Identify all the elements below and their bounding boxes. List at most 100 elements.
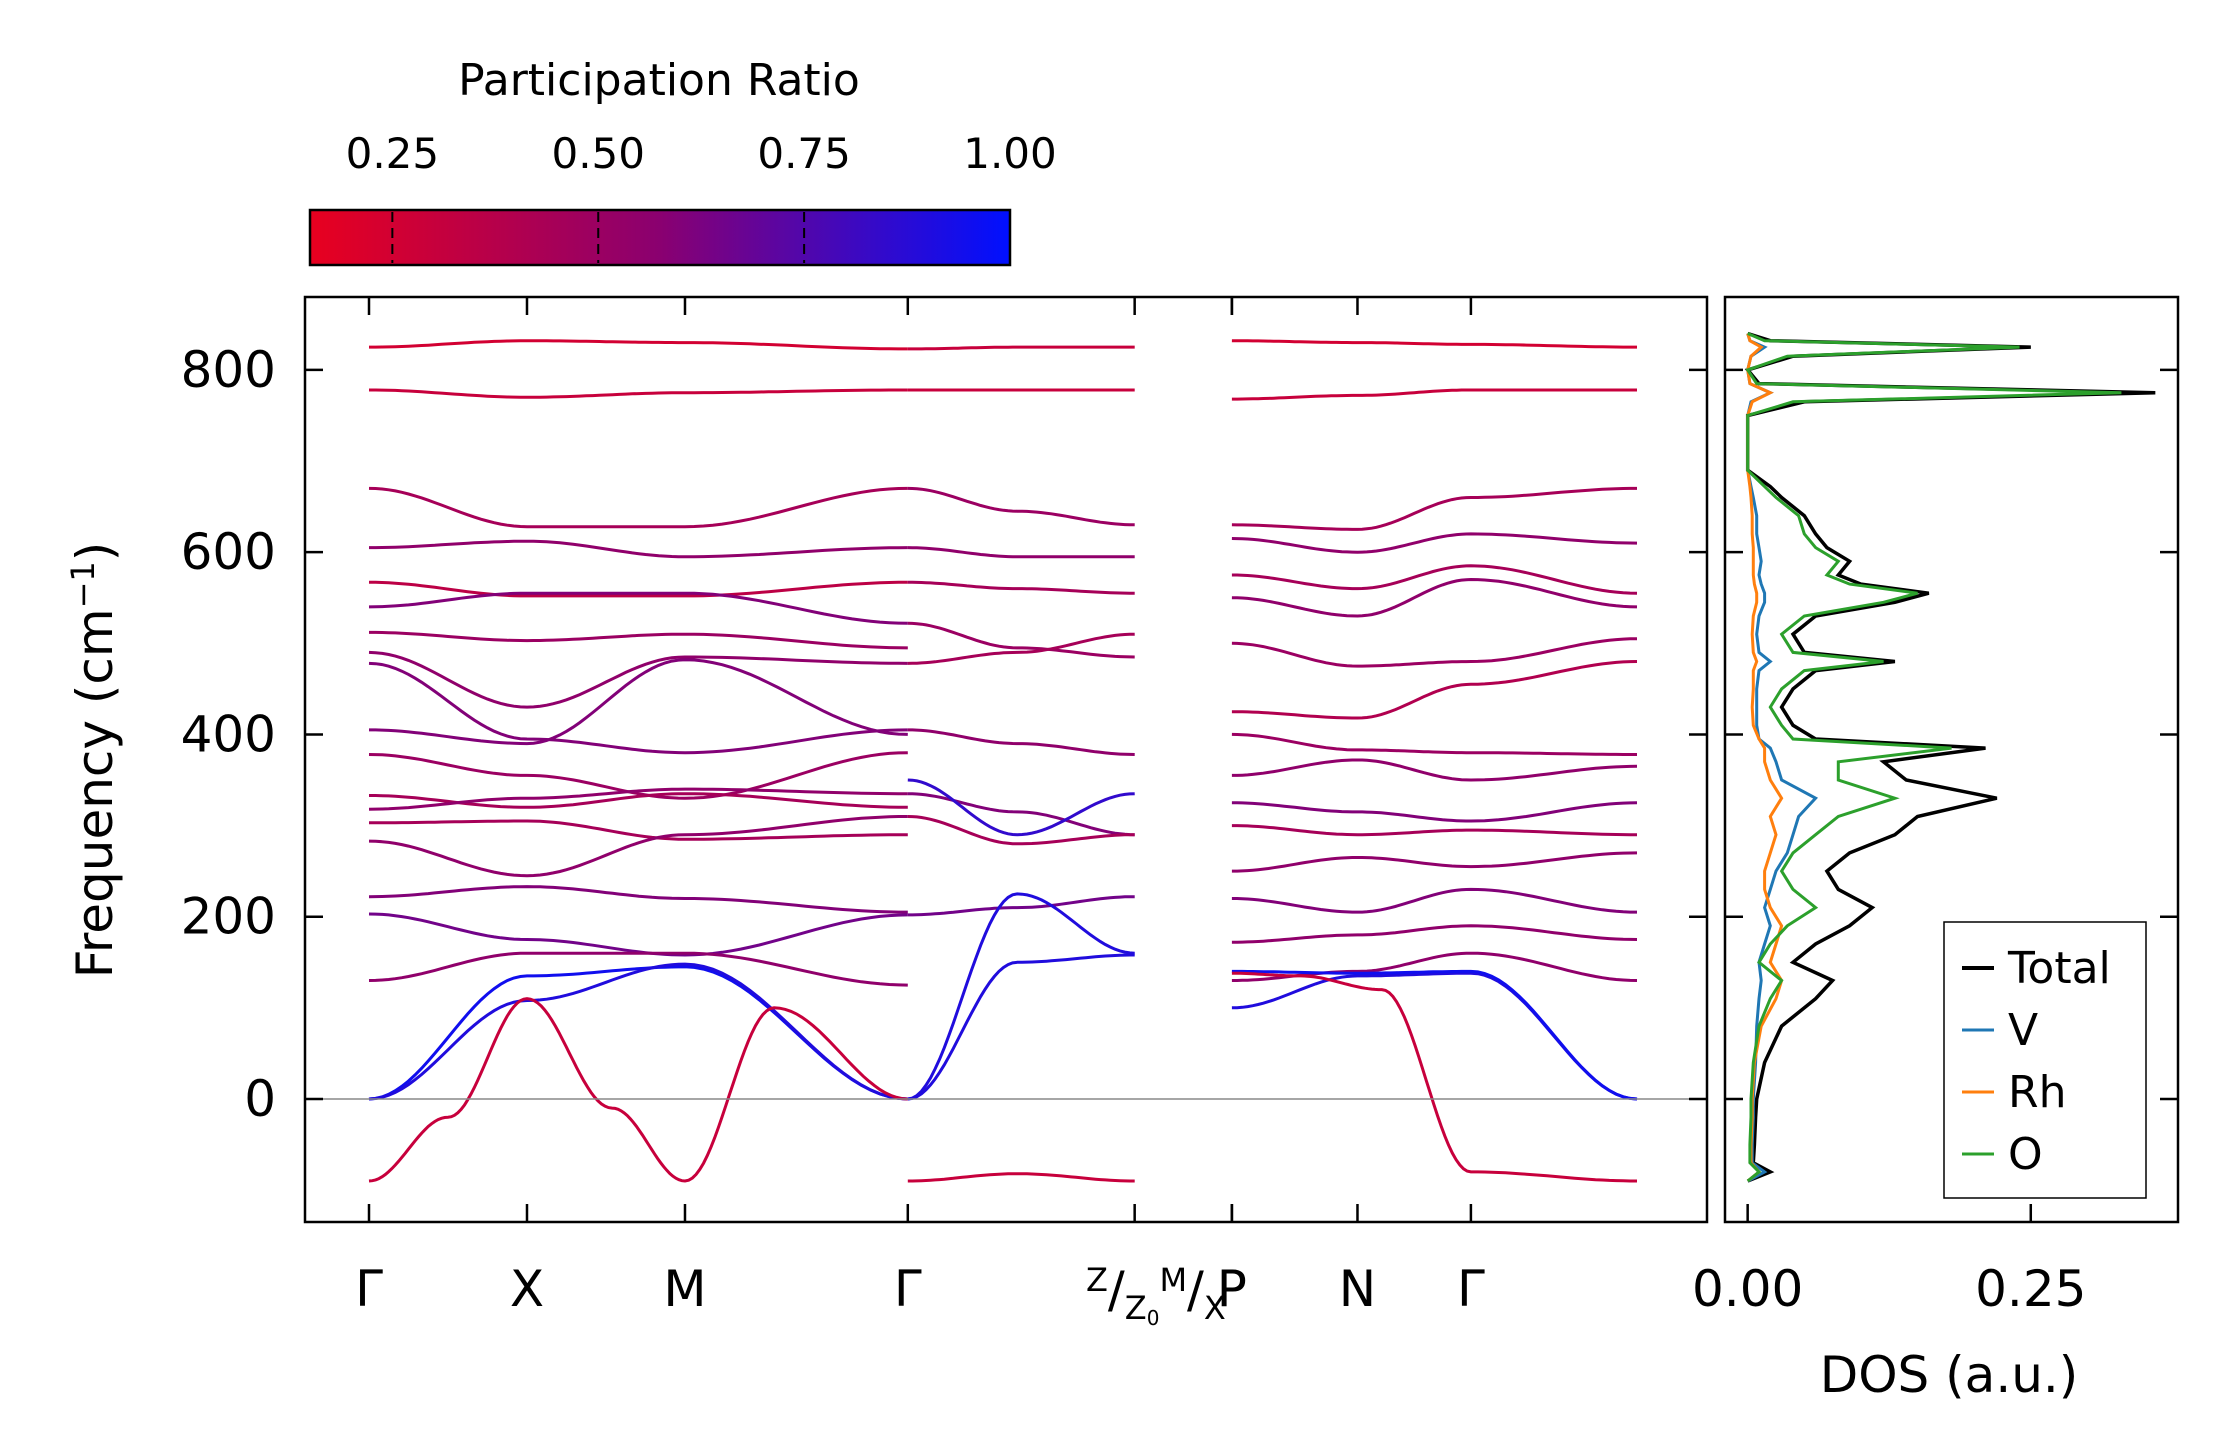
dos-series-rh (1746, 333, 1784, 1183)
boundary-label-m: M (1159, 1261, 1187, 1299)
phonon-band-11 (369, 792, 908, 809)
phonon-band-43 (1231, 660, 1638, 720)
phonon-band-2 (368, 486, 908, 529)
dos-x-axis-label: DOS (a.u.) (1820, 1346, 2079, 1404)
phonon-band-22 (907, 345, 1135, 351)
colorbar: Participation Ratio 0.25 0.50 0.75 1.00 (308, 55, 1057, 267)
phonon-band-52 (1231, 971, 1638, 1101)
phonon-band-50 (1231, 924, 1638, 944)
phonon-band-5 (368, 591, 908, 625)
phonon-band-21 (907, 1172, 1135, 1183)
phonon-band-4 (368, 580, 908, 598)
band-plot-frame (303, 295, 1709, 1224)
phonon-band-48 (1231, 851, 1638, 873)
phonon-band-29 (907, 728, 1135, 756)
phonon-band-37 (1231, 388, 1637, 401)
phonon-band-36 (1231, 339, 1637, 349)
phonon-band-28 (907, 632, 1135, 665)
x-tick-label: Γ (894, 1260, 922, 1318)
phonon-band-47 (1231, 824, 1637, 837)
legend-label-v: V (2008, 1005, 2038, 1056)
boundary-label-z0-sub: 0 (1147, 1306, 1160, 1330)
phonon-band-19 (368, 962, 908, 1101)
phonon-band-45 (1231, 758, 1638, 782)
dos-panel: 0.00 0.25 DOS (a.u.) Total V Rh O (1692, 295, 2180, 1404)
phonon-band-26 (907, 580, 1135, 595)
phonon-band-15 (368, 885, 908, 914)
colorbar-tick-label: 0.75 (757, 129, 851, 178)
phonon-band-16 (368, 912, 908, 957)
phonon-band-38 (1231, 486, 1637, 531)
phonon-band-1 (369, 388, 908, 399)
x-tick-label: M (663, 1260, 706, 1318)
phonon-band-8 (368, 661, 908, 755)
phonon-band-46 (1231, 801, 1638, 823)
phonon-band-24 (907, 486, 1135, 527)
boundary-label-z: Z (1086, 1261, 1108, 1299)
phonon-band-41 (1231, 577, 1638, 618)
phonon-band-6 (369, 630, 908, 650)
colorbar-tick-label: 0.50 (551, 129, 645, 178)
legend-label-rh: Rh (2008, 1067, 2066, 1118)
y-axis-label-exponent: −1 (64, 561, 102, 608)
phonon-band-53 (1231, 969, 1638, 1101)
boundary-label-slash1: / (1108, 1261, 1125, 1319)
phonon-band-14 (368, 815, 908, 878)
boundary-label-x: X (1204, 1289, 1226, 1327)
phonon-band-54 (1231, 971, 1637, 1183)
colorbar-tick-label: 1.00 (963, 129, 1057, 178)
legend-label-o: O (2008, 1129, 2043, 1180)
x-tick-label: X (510, 1260, 544, 1318)
phonon-band-13 (369, 819, 908, 841)
dos-series-v (1746, 333, 1819, 1183)
phonon-band-34 (907, 892, 1135, 1101)
phonon-band-32 (907, 895, 1135, 917)
phonon-band-27 (907, 621, 1135, 659)
y-tick-label: 800 (181, 341, 276, 399)
phonon-band-0 (369, 339, 908, 351)
dos-legend: Total V Rh O (1943, 921, 2147, 1199)
phonon-band-30 (907, 792, 1135, 837)
phonon-band-25 (907, 546, 1135, 559)
phonon-band-35 (907, 778, 1135, 837)
colorbar-gradient (308, 208, 1012, 267)
y-tick-label: 400 (181, 705, 276, 763)
phonon-band-31 (907, 815, 1135, 846)
legend-label-total: Total (2007, 943, 2111, 994)
colorbar-title: Participation Ratio (458, 55, 860, 106)
y-tick-label: 600 (181, 523, 276, 581)
x-tick-label: P (1217, 1260, 1247, 1318)
phonon-band-17 (368, 951, 908, 987)
boundary-label-slash2: / (1187, 1261, 1204, 1319)
boundary-label-z0: Z (1125, 1289, 1147, 1327)
colorbar-tick-label: 0.25 (346, 129, 440, 178)
phonon-band-33 (907, 953, 1135, 1101)
y-axis-label: Frequency (cm−1) (64, 542, 124, 979)
y-tick-label: 0 (244, 1070, 276, 1128)
phonon-band-12 (368, 787, 908, 811)
dos-x-tick-label: 0.25 (1975, 1260, 2086, 1318)
phonon-band-18 (368, 965, 908, 1101)
y-tick-label: 200 (181, 888, 276, 946)
x-tick-label: Γ (1457, 1260, 1485, 1318)
y-axis-label-text: Frequency (cm (66, 608, 124, 978)
dos-series-o (1745, 332, 2122, 1183)
phonon-band-3 (369, 539, 908, 559)
phonon-band-39 (1231, 532, 1638, 554)
phonon-band-7 (368, 650, 908, 709)
phonon-band-9 (369, 658, 908, 746)
dos-x-tick-label: 0.00 (1692, 1260, 1803, 1318)
phonon-band-44 (1231, 732, 1637, 756)
x-tick-label: Γ (355, 1260, 383, 1318)
x-tick-label: N (1339, 1260, 1376, 1318)
phonon-band-10 (368, 751, 908, 800)
dos-plot-frame (1723, 295, 2180, 1224)
phonon-band-49 (1231, 887, 1637, 914)
y-axis-label-close: ) (66, 542, 124, 562)
boundary-tick-label: Z/Z0M/X (1086, 1261, 1226, 1330)
phonon-band-20 (368, 997, 908, 1183)
phonon-band-40 (1231, 564, 1638, 595)
phonon-band-42 (1231, 637, 1638, 668)
